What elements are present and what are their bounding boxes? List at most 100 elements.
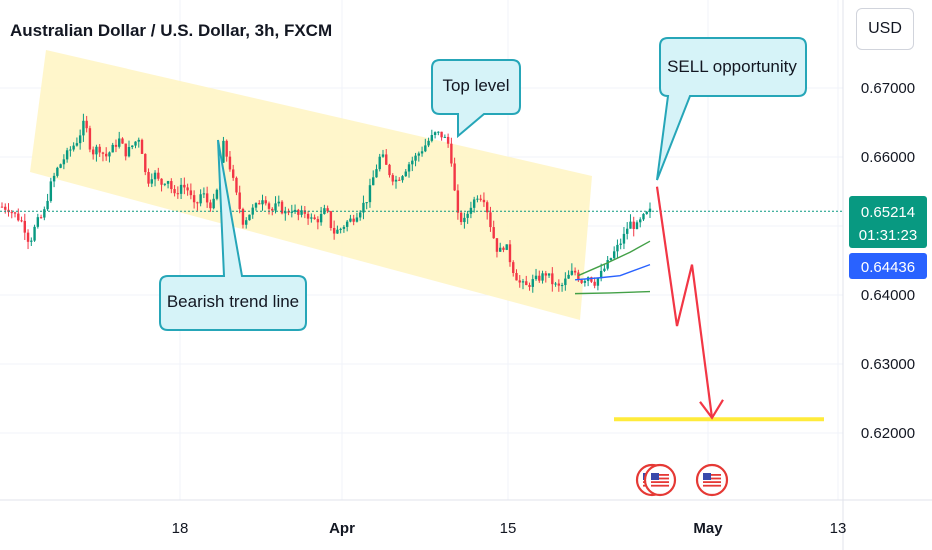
candle-body <box>456 190 460 213</box>
candle-body <box>183 184 186 188</box>
candle-body <box>62 159 66 165</box>
candle-body <box>459 212 463 223</box>
candle-body <box>121 138 124 144</box>
currency-button[interactable]: USD <box>856 8 914 50</box>
candle-body <box>453 163 456 191</box>
candle-body <box>271 208 274 211</box>
candle-body <box>4 206 7 210</box>
candle-body <box>352 218 355 222</box>
candle-body <box>140 139 144 154</box>
callout-sell: SELL opportunity <box>656 37 807 181</box>
candle-body <box>98 146 101 153</box>
candle-body <box>521 281 525 283</box>
candle-body <box>127 147 131 157</box>
candle-body <box>411 160 414 165</box>
candle-body <box>225 140 228 157</box>
candle-body <box>593 281 596 286</box>
x-tick-label: 13 <box>830 520 847 537</box>
candle-body <box>430 135 434 141</box>
candle-body <box>111 144 114 153</box>
candle-body <box>36 217 40 227</box>
candle-body <box>362 202 365 213</box>
candle-body <box>196 202 199 204</box>
ma-price-tag: 0.64436 <box>849 253 927 279</box>
candle-body <box>560 285 564 287</box>
candle-body <box>489 212 492 228</box>
candle-body <box>463 217 466 223</box>
candle-body <box>512 262 515 273</box>
candle-body <box>450 143 453 164</box>
candle-body <box>163 183 167 185</box>
callout-sell-label: SELL opportunity <box>667 57 797 76</box>
candle-body <box>199 194 202 204</box>
candle-body <box>590 277 593 282</box>
callout-top-level-label: Top level <box>442 76 509 95</box>
candle-body <box>398 179 401 181</box>
candle-body <box>78 135 82 144</box>
candle-body <box>290 211 294 213</box>
last-price-countdown: 01:31:23 <box>859 227 917 244</box>
us-flag-icon[interactable] <box>695 463 729 497</box>
x-tick-label: May <box>693 520 723 537</box>
candle-body <box>23 220 26 233</box>
candle-body <box>466 213 469 218</box>
candle-body <box>547 273 551 276</box>
candle-body <box>49 181 53 201</box>
candle-body <box>495 238 499 252</box>
candle-body <box>264 200 267 204</box>
x-tick-label: 18 <box>172 520 189 537</box>
candle-body <box>336 229 339 234</box>
candle-body <box>639 219 642 223</box>
candle-body <box>306 213 310 219</box>
candle-body <box>417 153 421 156</box>
candle-body <box>629 221 632 229</box>
callout-bearish-trend: Bearish trend line <box>159 139 307 331</box>
candle-body <box>378 156 381 170</box>
candle-body <box>573 270 577 273</box>
candle-body <box>13 212 17 214</box>
candle-body <box>538 275 541 281</box>
candle-body <box>300 210 303 215</box>
callout-top-level: Top level <box>431 59 521 139</box>
candle-body <box>118 138 121 147</box>
candle-body <box>134 141 137 146</box>
candle-body <box>349 218 352 222</box>
candle-body <box>583 280 587 283</box>
candle-body <box>525 281 528 286</box>
candle-body <box>20 220 23 222</box>
candle-body <box>626 228 629 234</box>
us-flag-icon[interactable] <box>643 463 677 497</box>
candle-body <box>267 203 271 209</box>
candle-body <box>179 184 183 194</box>
candle-body <box>358 212 362 218</box>
candle-body <box>446 136 450 144</box>
bearish-channel <box>30 50 592 320</box>
candle-body <box>222 140 225 163</box>
candle-body <box>75 143 79 146</box>
candle-body <box>596 278 600 286</box>
candle-body <box>531 279 534 287</box>
y-tick-label: 0.64000 <box>861 287 915 304</box>
candle-body <box>153 172 157 180</box>
candle-body <box>485 202 489 213</box>
candle-body <box>150 179 153 184</box>
candle-body <box>85 120 88 129</box>
ma-green-lower <box>574 290 651 295</box>
candle-body <box>551 273 554 285</box>
event-icons <box>635 463 729 497</box>
candle-body <box>241 208 245 225</box>
candle-body <box>33 226 36 241</box>
ma-blue <box>574 263 651 281</box>
candle-body <box>91 149 95 155</box>
candle-body <box>342 226 346 229</box>
candle-body <box>339 228 342 230</box>
callout-bearish-trend-label: Bearish trend line <box>167 292 299 311</box>
callout-top-level-shape <box>431 59 521 139</box>
candle-body <box>30 240 33 242</box>
candle-body <box>599 270 603 279</box>
candle-body <box>541 273 544 281</box>
candle-body <box>82 120 85 136</box>
candle-body <box>528 285 531 287</box>
candle-body <box>443 136 447 138</box>
candle-body <box>404 171 407 177</box>
